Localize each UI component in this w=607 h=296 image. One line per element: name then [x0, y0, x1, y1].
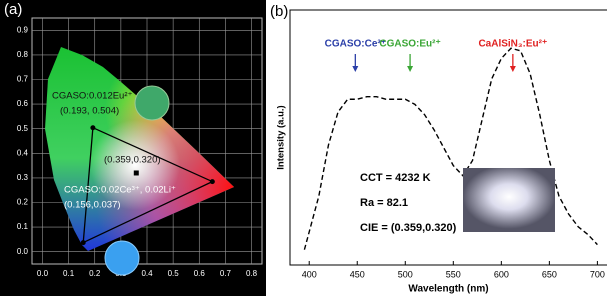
x-tick-label: 550 — [446, 269, 461, 279]
x-tick-label: 0.5 — [168, 269, 180, 278]
y-tick-label: 0.0 — [17, 247, 29, 256]
annotation: (0.193, 0.504) — [60, 106, 119, 117]
y-tick-label: 0.3 — [17, 173, 29, 182]
annotation: CGASO:0.012Eu²⁺ — [52, 91, 133, 102]
peak-label: CGASO:Eu²⁺ — [379, 39, 440, 50]
x-tick-label: 0.0 — [37, 269, 49, 278]
x-tick-label: 0.7 — [220, 269, 232, 278]
y-tick-label: 0.5 — [17, 124, 29, 133]
y-tick-label: 0.4 — [17, 148, 29, 157]
arrow-head — [352, 66, 358, 72]
x-tick-label: 0.2 — [89, 269, 101, 278]
figure: (a) 0.0 0.1 0.2 0.3 0.4 0.5 0.6 0.7 0.8 0.0 0.1 0.2 0… — [0, 0, 607, 296]
x-tick-label: 650 — [542, 269, 557, 279]
x-tick-label: 400 — [302, 269, 317, 279]
annotation: (0.156,0.037) — [64, 200, 121, 211]
x-tick-label: 0.6 — [194, 269, 206, 278]
note: CCT = 4232 K — [360, 172, 431, 184]
x-tick-label: 600 — [494, 269, 509, 279]
sample-photo — [105, 241, 139, 275]
y-tick-label: 0.6 — [17, 99, 29, 108]
x-tick-label: 0.4 — [141, 269, 153, 278]
note: CIE = (0.359,0.320) — [360, 222, 457, 234]
vertex-point — [210, 179, 215, 184]
peak-label: CaAlSiN₃:Eu²⁺ — [478, 39, 547, 50]
x-tick-label: 0.8 — [246, 269, 258, 278]
arrow-head — [510, 66, 516, 72]
annotation: (0.359,0.320) — [104, 155, 161, 166]
y-tick-label: 0.7 — [17, 75, 29, 84]
x-tick-label: 700 — [590, 269, 605, 279]
panel-label: (a) — [4, 1, 22, 18]
vertex-point — [81, 240, 86, 245]
y-tick-label: 0.1 — [17, 222, 29, 231]
led-photo — [463, 168, 555, 232]
y-tick-label: 0.8 — [17, 50, 29, 59]
y-tick-label: 0.9 — [17, 25, 29, 34]
peak-label: CGASO:Ce³⁺ — [325, 39, 386, 50]
x-tick-label: 500 — [398, 269, 413, 279]
y-axis-label: Intensity (a.u.) — [276, 105, 287, 169]
panel-label: (b) — [270, 3, 288, 20]
panel-b: (b) 400 450 500 550 600 650 700 Wavelength (nm) I… — [270, 3, 607, 295]
note: Ra = 82.1 — [360, 197, 408, 209]
white-point — [134, 170, 139, 175]
annotation: CGASO:0.02Ce³⁺, 0.02Li⁺ — [64, 185, 176, 196]
sample-photo — [135, 86, 169, 120]
vertex-point — [90, 125, 95, 130]
x-axis-label: Wavelength (nm) — [408, 284, 488, 295]
arrow-head — [407, 66, 413, 72]
x-tick-label: 450 — [350, 269, 365, 279]
x-tick-label: 0.1 — [63, 269, 75, 278]
y-tick-label: 0.2 — [17, 198, 29, 207]
